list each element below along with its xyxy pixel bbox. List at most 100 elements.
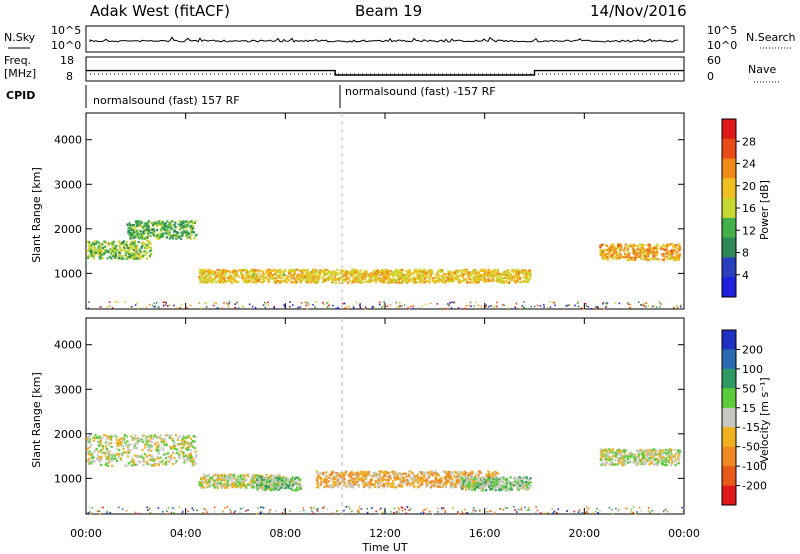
data-cell <box>596 306 599 308</box>
data-cell <box>451 486 454 489</box>
data-cell <box>327 269 330 272</box>
data-cell <box>478 276 481 279</box>
data-cell <box>306 278 310 282</box>
data-cell <box>607 253 610 256</box>
data-cell <box>359 471 362 474</box>
data-cell <box>287 484 290 487</box>
data-cell <box>394 280 397 283</box>
data-cell <box>335 471 338 475</box>
data-cell <box>338 276 341 279</box>
data-cell <box>279 270 282 273</box>
data-cell <box>471 281 474 284</box>
data-cell <box>319 271 322 274</box>
data-cell <box>263 482 266 485</box>
data-cell <box>349 476 352 479</box>
data-cell <box>207 485 210 489</box>
data-cell <box>125 251 128 254</box>
data-cell <box>95 240 99 243</box>
data-cell <box>101 247 104 250</box>
data-cell <box>150 441 153 444</box>
data-cell <box>403 304 406 306</box>
data-cell <box>460 484 463 487</box>
data-cell <box>604 257 607 260</box>
data-cell <box>503 488 506 491</box>
data-cell <box>299 269 302 272</box>
data-cell <box>138 437 141 440</box>
data-cell <box>184 223 187 227</box>
data-cell <box>449 476 453 480</box>
data-cell <box>435 481 438 484</box>
data-cell <box>516 479 520 482</box>
data-cell <box>222 476 226 479</box>
data-cell <box>175 307 178 309</box>
data-cell <box>184 441 187 444</box>
data-cell <box>313 272 316 276</box>
data-cell <box>326 475 329 478</box>
data-cell <box>341 481 345 484</box>
data-cell <box>614 247 617 250</box>
data-cell <box>323 303 325 306</box>
data-cell <box>140 237 143 240</box>
data-cell <box>398 483 401 486</box>
data-cell <box>638 251 641 254</box>
data-cell <box>442 470 445 473</box>
data-cell <box>375 269 379 272</box>
data-cell <box>148 250 152 253</box>
data-cell <box>454 484 457 487</box>
data-cell <box>675 305 678 307</box>
data-cell <box>604 244 607 247</box>
data-cell <box>401 280 404 283</box>
data-cell <box>503 483 506 486</box>
data-cell <box>149 231 152 234</box>
data-cell <box>234 275 237 278</box>
data-cell <box>190 459 193 462</box>
data-cell <box>190 224 193 227</box>
data-cell <box>111 246 114 250</box>
data-cell <box>311 280 314 283</box>
data-cell <box>402 276 405 279</box>
data-cell <box>182 455 185 458</box>
range-tick-label: 2000 <box>54 223 82 236</box>
data-cell <box>231 480 234 483</box>
data-cell <box>189 227 192 230</box>
data-cell <box>164 301 166 303</box>
data-cell <box>387 474 391 477</box>
data-cell <box>345 486 348 489</box>
data-cell <box>448 303 450 306</box>
scatter-region-day-east <box>459 476 532 492</box>
data-cell <box>412 474 416 477</box>
data-cell <box>135 252 138 255</box>
data-cell <box>345 273 348 276</box>
range-tick-label: 4000 <box>54 134 82 147</box>
data-cell <box>269 272 272 275</box>
data-cell <box>201 277 204 280</box>
data-cell <box>473 276 477 279</box>
data-cell <box>487 470 490 473</box>
data-cell <box>309 280 312 283</box>
data-cell <box>385 478 388 481</box>
data-cell <box>162 304 165 307</box>
data-cell <box>96 250 99 253</box>
data-cell <box>494 476 497 479</box>
data-cell <box>349 481 352 484</box>
data-cell <box>643 302 645 305</box>
data-cell <box>237 275 240 278</box>
data-cell <box>124 246 127 249</box>
data-cell <box>524 272 527 276</box>
data-cell <box>433 281 436 284</box>
data-cell <box>263 279 266 283</box>
data-cell <box>186 456 189 459</box>
data-cell <box>244 268 248 271</box>
data-cell <box>448 272 451 276</box>
data-cell <box>153 435 156 438</box>
data-cell <box>186 442 189 445</box>
data-cell <box>609 249 612 252</box>
data-cell <box>100 251 103 254</box>
data-cell <box>183 439 186 442</box>
data-cell <box>135 250 138 253</box>
data-cell <box>418 307 420 310</box>
data-cell <box>188 456 191 459</box>
data-cell <box>327 275 330 278</box>
data-cell <box>320 269 324 273</box>
data-cell <box>114 457 117 460</box>
